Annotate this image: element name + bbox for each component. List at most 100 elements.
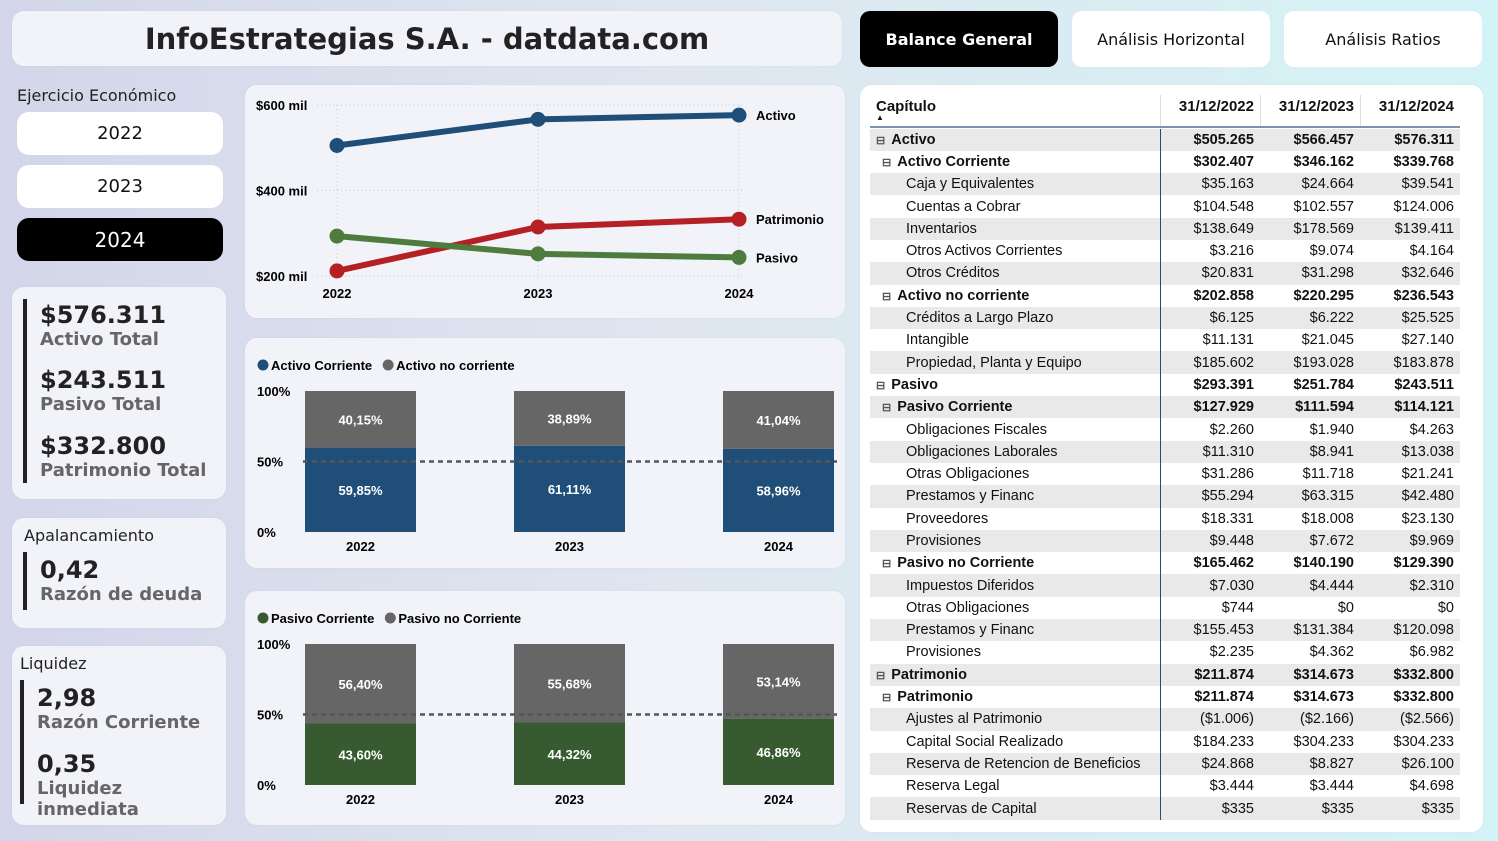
- table-row[interactable]: ⊟ Patrimonio $211.874 $314.673 $332.800: [870, 685, 1460, 709]
- row-label: Activo: [891, 131, 936, 148]
- value-cell: $0: [1337, 599, 1354, 616]
- table-row[interactable]: Créditos a Largo Plazo $6.125 $6.222 $25.52…: [870, 306, 1460, 330]
- table-row[interactable]: Otras Obligaciones $744 $0 $0: [870, 596, 1460, 620]
- data-point: [329, 137, 345, 153]
- column-header-2023[interactable]: 31/12/2023: [1260, 95, 1360, 126]
- row-label: Provisiones: [906, 644, 981, 661]
- table-row[interactable]: ⊟ Activo Corriente $302.407 $346.162 $339.76…: [870, 150, 1460, 174]
- table-row[interactable]: Proveedores $18.331 $18.008 $23.130: [870, 507, 1460, 530]
- tab-balance-general[interactable]: Balance General: [860, 11, 1058, 67]
- value-cell: $332.800: [1393, 666, 1454, 683]
- row-label-cell: Otras Obligaciones: [870, 466, 1160, 482]
- value-cell: $185.602: [1160, 351, 1260, 374]
- row-label: Patrimonio: [891, 666, 967, 683]
- row-label: Obligaciones Laborales: [906, 443, 1058, 460]
- kpi-value-patrimonio: $332.800: [40, 432, 167, 460]
- table-row[interactable]: Propiedad, Planta y Equipo $185.602 $193.0…: [870, 351, 1460, 374]
- row-label-cell: Caja y Equivalentes: [870, 176, 1160, 192]
- value-cell: $6.222: [1309, 310, 1354, 327]
- row-label-cell: Créditos a Largo Plazo: [870, 310, 1160, 326]
- value-cell: $505.265: [1160, 128, 1260, 151]
- table-row[interactable]: Ajustes al Patrimonio ($1.006) ($2.166) ($2…: [870, 708, 1460, 731]
- row-label: Pasivo Corriente: [897, 399, 1013, 416]
- pasivo-bar-chart-card: Pasivo Corriente Pasivo no Corriente 0% 50%…: [245, 591, 845, 825]
- value-cell: $3.216: [1160, 239, 1260, 263]
- data-point: [731, 107, 747, 123]
- row-label-cell: Provisiones: [870, 533, 1160, 549]
- table-row[interactable]: Otros Activos Corrientes $3.216 $9.074 $4.1…: [870, 239, 1460, 263]
- value-cell: $576.311: [1394, 131, 1454, 148]
- table-row[interactable]: Reserva de Retencion de Beneficios $24.86…: [870, 752, 1460, 776]
- table-row[interactable]: ⊟ Pasivo no Corriente $165.462 $140.190 $129…: [870, 552, 1460, 575]
- x-tick-label: 2023: [524, 286, 553, 301]
- data-point: [530, 219, 546, 235]
- table-row[interactable]: Reservas de Capital $335 $335 $335: [870, 797, 1460, 820]
- value-cell: $9.074: [1309, 243, 1354, 260]
- year-button-2023[interactable]: 2023: [17, 165, 223, 208]
- table-row[interactable]: ⊟ Pasivo Corriente $127.929 $111.594 $114.12…: [870, 396, 1460, 419]
- table-row[interactable]: ⊟ Activo no corriente $202.858 $220.295 $236…: [870, 284, 1460, 307]
- collapse-icon[interactable]: ⊟: [876, 669, 886, 682]
- table-row[interactable]: Caja y Equivalentes $35.163 $24.664 $39.541: [870, 173, 1460, 196]
- collapse-icon[interactable]: ⊟: [882, 692, 892, 705]
- table-row[interactable]: Prestamos y Financ $55.294 $63.315 $42.480: [870, 485, 1460, 508]
- table-row[interactable]: Cuentas a Cobrar $104.548 $102.557 $124.006: [870, 195, 1460, 218]
- kpi-label-patrimonio: Patrimonio Total: [40, 460, 207, 481]
- collapse-icon[interactable]: ⊟: [876, 379, 886, 392]
- value-cell: $25.525: [1401, 310, 1454, 327]
- table-row[interactable]: ⊟ Pasivo $293.391 $251.784 $243.511: [870, 373, 1460, 397]
- y-tick-label: 100%: [257, 384, 291, 399]
- row-label-cell: Prestamos y Financ: [870, 622, 1160, 638]
- bar-segment: [514, 722, 625, 785]
- value-cell: $11.131: [1160, 329, 1260, 352]
- value-cell: $7.030: [1160, 574, 1260, 597]
- table-row[interactable]: Provisiones $9.448 $7.672 $9.969: [870, 529, 1460, 553]
- column-header-capitulo[interactable]: Capítulo ▲: [870, 95, 1160, 126]
- column-header-2022[interactable]: 31/12/2022: [1160, 95, 1260, 126]
- value-cell: $131.384: [1293, 622, 1354, 639]
- table-row[interactable]: Reserva Legal $3.444 $3.444 $4.698: [870, 775, 1460, 798]
- y-tick-label: 100%: [257, 637, 291, 652]
- year-button-2024[interactable]: 2024: [17, 218, 223, 261]
- row-label: Otras Obligaciones: [906, 599, 1030, 616]
- row-label-cell: Obligaciones Laborales: [870, 444, 1160, 460]
- table-row[interactable]: Prestamos y Financ $155.453 $131.384 $120.0…: [870, 619, 1460, 642]
- data-label: 40,15%: [338, 412, 383, 427]
- collapse-icon[interactable]: ⊟: [882, 402, 892, 415]
- table-row[interactable]: ⊟ Activo $505.265 $566.457 $576.311: [870, 128, 1460, 151]
- row-label: Impuestos Diferidos: [906, 577, 1035, 594]
- table-row[interactable]: Obligaciones Fiscales $2.260 $1.940 $4.263: [870, 418, 1460, 441]
- table-row[interactable]: Impuestos Diferidos $7.030 $4.444 $2.310: [870, 574, 1460, 597]
- tab-analisis-horizontal[interactable]: Análisis Horizontal: [1072, 11, 1270, 67]
- row-label-cell: ⊟ Patrimonio: [870, 667, 1160, 683]
- table-row[interactable]: Otros Créditos $20.831 $31.298 $32.646: [870, 262, 1460, 285]
- value-cell: $55.294: [1160, 485, 1260, 508]
- row-label: Reserva Legal: [906, 778, 1000, 795]
- row-label-cell: Otras Obligaciones: [870, 600, 1160, 616]
- x-tick-label: 2024: [725, 286, 755, 301]
- year-button-2022[interactable]: 2022: [17, 112, 223, 155]
- y-tick-label: $400 mil: [256, 184, 307, 199]
- value-cell: $42.480: [1401, 488, 1454, 505]
- balance-line-chart: $200 mil $400 mil $600 mil 2022 2023 2024 Acti…: [256, 98, 824, 301]
- collapse-icon[interactable]: ⊟: [882, 156, 892, 169]
- data-label: 46,86%: [756, 745, 801, 760]
- collapse-icon[interactable]: ⊟: [876, 134, 886, 147]
- tab-analisis-ratios[interactable]: Análisis Ratios: [1284, 11, 1482, 67]
- bar-segment: [723, 448, 834, 532]
- row-label: Otros Activos Corrientes: [906, 243, 1063, 260]
- table-row[interactable]: Provisiones $2.235 $4.362 $6.982: [870, 641, 1460, 664]
- collapse-icon[interactable]: ⊟: [882, 558, 892, 571]
- value-cell: $2.260: [1160, 418, 1260, 441]
- table-row[interactable]: Capital Social Realizado $184.233 $304.233…: [870, 730, 1460, 753]
- table-row[interactable]: Obligaciones Laborales $11.310 $8.941 $13.0…: [870, 440, 1460, 463]
- table-row[interactable]: ⊟ Patrimonio $211.874 $314.673 $332.800: [870, 663, 1460, 686]
- table-row[interactable]: Otras Obligaciones $31.286 $11.718 $21.241: [870, 462, 1460, 486]
- value-cell: $314.673: [1293, 689, 1354, 706]
- table-row[interactable]: Intangible $11.131 $21.045 $27.140: [870, 329, 1460, 352]
- collapse-icon[interactable]: ⊟: [882, 290, 892, 303]
- column-header-2024[interactable]: 31/12/2024: [1360, 95, 1460, 126]
- table-row[interactable]: Inventarios $138.649 $178.569 $139.411: [870, 217, 1460, 240]
- value-cell: $8.827: [1309, 755, 1354, 772]
- row-label: Provisiones: [906, 532, 981, 549]
